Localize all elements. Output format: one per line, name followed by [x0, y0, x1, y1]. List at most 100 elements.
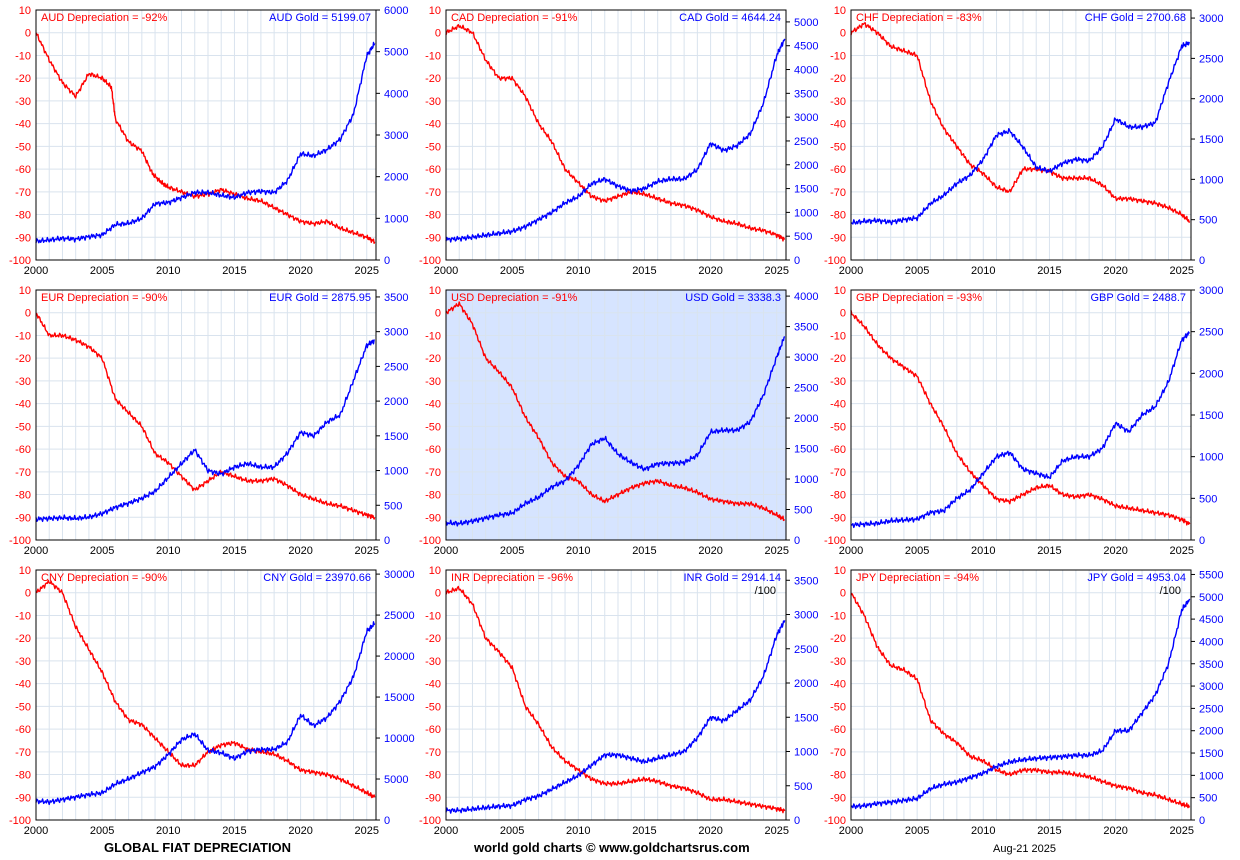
y-left-tick-label: -30 — [15, 96, 31, 108]
y-left-tick-label: -90 — [425, 232, 441, 244]
plot-area — [446, 290, 786, 540]
y-left-tick-label: -10 — [15, 50, 31, 62]
plot-area — [36, 10, 376, 260]
y-right-tick-label: 4000 — [1199, 636, 1223, 648]
y-right-tick-label: 1500 — [794, 184, 818, 196]
x-tick-label: 2000 — [839, 545, 863, 557]
x-tick-label: 2025 — [764, 825, 788, 837]
y-left-tick-label: 0 — [840, 588, 846, 600]
x-tick-label: 2025 — [354, 825, 378, 837]
x-tick-label: 2005 — [905, 825, 929, 837]
y-left-tick-label: -30 — [830, 376, 846, 388]
x-tick-label: 2000 — [24, 545, 48, 557]
gold-line — [445, 620, 786, 814]
x-tick-label: 2000 — [434, 825, 458, 837]
depreciation-title: CNY Depreciation = -90% — [41, 572, 167, 584]
x-tick-label: 2000 — [434, 265, 458, 277]
y-left-tick-label: -90 — [15, 512, 31, 524]
y-right-tick-label: 1000 — [384, 466, 408, 478]
y-right-tick-label: 1500 — [1199, 748, 1223, 760]
depreciation-line — [850, 592, 1191, 809]
y-left-tick-label: -30 — [425, 376, 441, 388]
y-right-tick-label: 2000 — [1199, 726, 1223, 738]
y-left-tick-label: -30 — [830, 656, 846, 668]
x-tick-label: 2025 — [354, 265, 378, 277]
y-left-tick-label: -80 — [830, 210, 846, 222]
footer-credit: world gold charts © www.goldchartsrus.co… — [474, 840, 750, 855]
y-left-tick-label: -80 — [425, 490, 441, 502]
depreciation-title: CHF Depreciation = -83% — [856, 12, 982, 24]
x-tick-label: 2020 — [1103, 825, 1127, 837]
y-left-tick-label: 0 — [25, 28, 31, 40]
y-left-tick-label: -30 — [425, 96, 441, 108]
y-left-tick-label: -40 — [425, 399, 441, 411]
panel-gbp: 2000 2005 2010 2015 2020 2025 10 0 -10 -20 -30 -40 -… — [824, 285, 1224, 557]
plot-frame — [850, 9, 1192, 261]
x-tick-label: 2015 — [632, 545, 656, 557]
y-left-tick-label: 0 — [840, 28, 846, 40]
y-left-tick-label: -90 — [830, 512, 846, 524]
y-right-tick-label: 2000 — [384, 396, 408, 408]
panel-aud: 2000 2005 2010 2015 2020 2025 10 0 -10 -20 -30 -40 -… — [9, 5, 409, 277]
depreciation-line — [445, 301, 786, 522]
y-right-tick-label: 1000 — [384, 213, 408, 225]
y-left-tick-label: -50 — [830, 701, 846, 713]
footer-title: GLOBAL FIAT DEPRECIATION — [104, 840, 292, 855]
x-tick-label: 2010 — [566, 825, 590, 837]
gold-title: USD Gold = 3338.3 — [685, 292, 781, 304]
x-tick-label: 2020 — [288, 265, 312, 277]
y-right-tick-label: 3000 — [384, 327, 408, 339]
depreciation-title: GBP Depreciation = -93% — [856, 292, 982, 304]
y-left-tick-label: 10 — [429, 285, 441, 297]
x-tick-label: 2010 — [971, 545, 995, 557]
y-left-tick-label: -100 — [419, 815, 441, 827]
y-left-tick-label: -60 — [425, 444, 441, 456]
y-left-tick-label: 0 — [435, 588, 441, 600]
y-left-tick-label: 10 — [834, 565, 846, 577]
gold-line — [445, 336, 786, 527]
y-left-tick-label: -90 — [425, 792, 441, 804]
y-left-tick-label: -100 — [824, 535, 846, 547]
y-left-tick-label: -100 — [9, 255, 31, 267]
y-left-tick-label: 10 — [429, 565, 441, 577]
y-left-tick-label: -50 — [425, 701, 441, 713]
x-tick-label: 2005 — [500, 545, 524, 557]
scale-note: /100 — [755, 585, 776, 597]
y-left-tick-label: -40 — [425, 679, 441, 691]
y-right-tick-label: 3000 — [1199, 13, 1223, 25]
y-left-tick-label: -60 — [830, 444, 846, 456]
y-right-tick-label: 4000 — [794, 65, 818, 77]
y-left-tick-label: -70 — [425, 467, 441, 479]
y-left-tick-label: -10 — [15, 610, 31, 622]
y-right-tick-label: 2000 — [794, 413, 818, 425]
y-right-tick-label: 3000 — [1199, 285, 1223, 297]
plot-area — [446, 570, 786, 820]
y-left-tick-label: -10 — [830, 50, 846, 62]
y-right-tick-label: 500 — [1199, 493, 1217, 505]
y-right-tick-label: 500 — [1199, 793, 1217, 805]
y-right-tick-label: 3000 — [1199, 681, 1223, 693]
y-right-tick-label: 0 — [1199, 255, 1205, 267]
y-left-tick-label: -40 — [15, 119, 31, 131]
depreciation-title: CAD Depreciation = -91% — [451, 12, 577, 24]
y-left-tick-label: -20 — [15, 73, 31, 85]
x-tick-label: 2015 — [222, 825, 246, 837]
y-left-tick-label: -70 — [15, 467, 31, 479]
x-tick-label: 2005 — [500, 825, 524, 837]
depreciation-title: USD Depreciation = -91% — [451, 292, 577, 304]
depreciation-line — [445, 585, 786, 814]
y-right-tick-label: 5500 — [1199, 569, 1223, 581]
y-right-tick-label: 1000 — [794, 207, 818, 219]
y-right-tick-label: 3500 — [384, 292, 408, 304]
x-tick-label: 2000 — [24, 825, 48, 837]
y-left-tick-label: -80 — [15, 770, 31, 782]
y-left-tick-label: -100 — [824, 815, 846, 827]
panel-eur: 2000 2005 2010 2015 2020 2025 10 0 -10 -20 -30 -40 -… — [9, 285, 409, 557]
gold-line — [35, 339, 375, 523]
y-right-tick-label: 0 — [794, 815, 800, 827]
x-tick-label: 2000 — [434, 545, 458, 557]
y-left-tick-label: 0 — [435, 308, 441, 320]
y-left-tick-label: -40 — [830, 399, 846, 411]
gold-line — [850, 331, 1191, 529]
panel-usd: 2000 2005 2010 2015 2020 2025 10 0 -10 -20 -30 -40 -… — [419, 285, 819, 557]
